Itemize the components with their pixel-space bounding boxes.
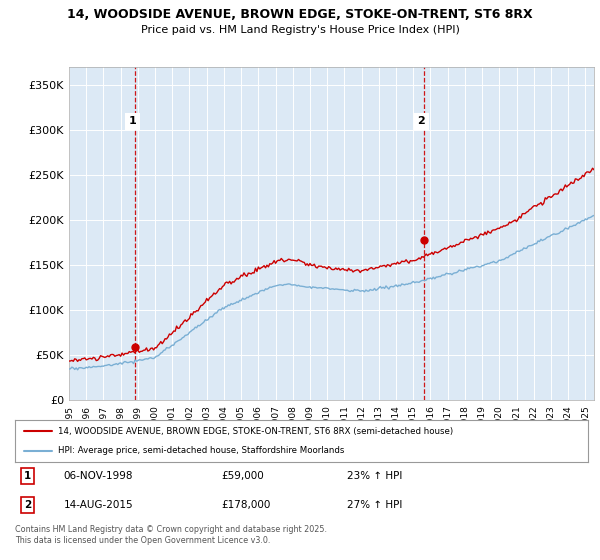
- Text: 27% ↑ HPI: 27% ↑ HPI: [347, 500, 403, 510]
- Text: 1: 1: [24, 471, 31, 481]
- Text: 2: 2: [24, 500, 31, 510]
- Text: 14-AUG-2015: 14-AUG-2015: [64, 500, 133, 510]
- Text: HPI: Average price, semi-detached house, Staffordshire Moorlands: HPI: Average price, semi-detached house,…: [58, 446, 344, 455]
- Text: Price paid vs. HM Land Registry's House Price Index (HPI): Price paid vs. HM Land Registry's House …: [140, 25, 460, 35]
- Text: Contains HM Land Registry data © Crown copyright and database right 2025.
This d: Contains HM Land Registry data © Crown c…: [15, 525, 327, 545]
- Text: 2: 2: [418, 116, 425, 126]
- Text: £59,000: £59,000: [221, 471, 264, 481]
- Text: 06-NOV-1998: 06-NOV-1998: [64, 471, 133, 481]
- Text: 14, WOODSIDE AVENUE, BROWN EDGE, STOKE-ON-TRENT, ST6 8RX (semi-detached house): 14, WOODSIDE AVENUE, BROWN EDGE, STOKE-O…: [58, 427, 453, 436]
- Text: 1: 1: [129, 116, 137, 126]
- Text: 14, WOODSIDE AVENUE, BROWN EDGE, STOKE-ON-TRENT, ST6 8RX: 14, WOODSIDE AVENUE, BROWN EDGE, STOKE-O…: [67, 8, 533, 21]
- Text: £178,000: £178,000: [221, 500, 271, 510]
- Text: 23% ↑ HPI: 23% ↑ HPI: [347, 471, 403, 481]
